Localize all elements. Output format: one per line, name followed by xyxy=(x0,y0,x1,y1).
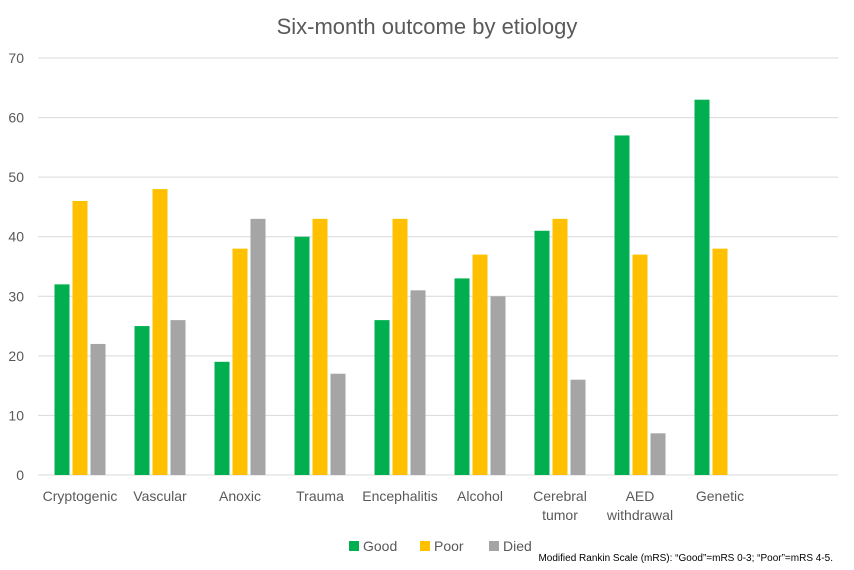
y-tick-label: 40 xyxy=(8,229,24,245)
bar-poor xyxy=(312,218,328,476)
y-tick-label: 20 xyxy=(8,348,24,364)
x-tick-label: tumor xyxy=(542,507,578,523)
bar-good xyxy=(534,230,550,475)
x-tick-label: AED xyxy=(626,488,655,504)
x-tick-label: Cryptogenic xyxy=(43,488,118,504)
bar-died xyxy=(90,343,106,475)
x-tick-label: Alcohol xyxy=(457,488,503,504)
legend-swatch-good xyxy=(349,541,359,551)
bar-poor xyxy=(632,254,648,475)
bar-good xyxy=(54,284,70,475)
bar-good xyxy=(614,135,630,475)
bar-good xyxy=(214,361,230,475)
bar-series xyxy=(54,99,728,476)
bar-poor xyxy=(152,189,168,476)
x-tick-label: withdrawal xyxy=(606,507,673,523)
legend-swatch-poor xyxy=(420,541,430,551)
x-tick-label: Anoxic xyxy=(219,488,261,504)
bar-poor xyxy=(392,218,408,476)
bar-poor xyxy=(712,248,728,475)
bar-good xyxy=(134,326,150,475)
x-tick-label: Genetic xyxy=(696,488,744,504)
bar-good xyxy=(454,278,470,475)
x-tick-label: Encephalitis xyxy=(362,488,438,504)
x-axis-ticks: Cryptogenic Vascular Anoxic Trauma Encephali… xyxy=(43,488,744,523)
bar-good xyxy=(374,320,390,475)
bar-died xyxy=(410,290,426,475)
bar-died xyxy=(490,296,506,475)
bar-died xyxy=(570,379,586,475)
y-tick-label: 50 xyxy=(8,169,24,185)
chart-title: Six-month outcome by etiology xyxy=(277,14,578,39)
bar-poor xyxy=(232,248,248,475)
bar-good xyxy=(294,236,310,475)
footnote: Modified Rankin Scale (mRS): “Good”=mRS … xyxy=(538,553,833,564)
bar-died xyxy=(650,433,666,475)
bar-good xyxy=(694,99,710,475)
y-tick-label: 0 xyxy=(16,467,24,483)
legend-swatch-died xyxy=(489,541,499,551)
bar-poor xyxy=(552,218,568,476)
legend-label-died: Died xyxy=(503,538,532,554)
y-tick-label: 10 xyxy=(8,407,24,423)
x-tick-label: Trauma xyxy=(296,488,344,504)
bar-died xyxy=(250,218,266,476)
legend-label-good: Good xyxy=(363,538,397,554)
y-tick-label: 60 xyxy=(8,110,24,126)
legend: Good Poor Died xyxy=(349,538,532,554)
y-tick-label: 30 xyxy=(8,288,24,304)
x-tick-label: Cerebral xyxy=(533,488,587,504)
x-tick-label: Vascular xyxy=(133,488,187,504)
bar-poor xyxy=(72,200,88,475)
legend-label-poor: Poor xyxy=(434,538,464,554)
y-axis-ticks: 0 10 20 30 40 50 60 70 xyxy=(8,50,24,483)
bar-poor xyxy=(472,254,488,475)
bar-died xyxy=(330,373,346,475)
bar-died xyxy=(170,320,186,475)
y-tick-label: 70 xyxy=(8,50,24,66)
